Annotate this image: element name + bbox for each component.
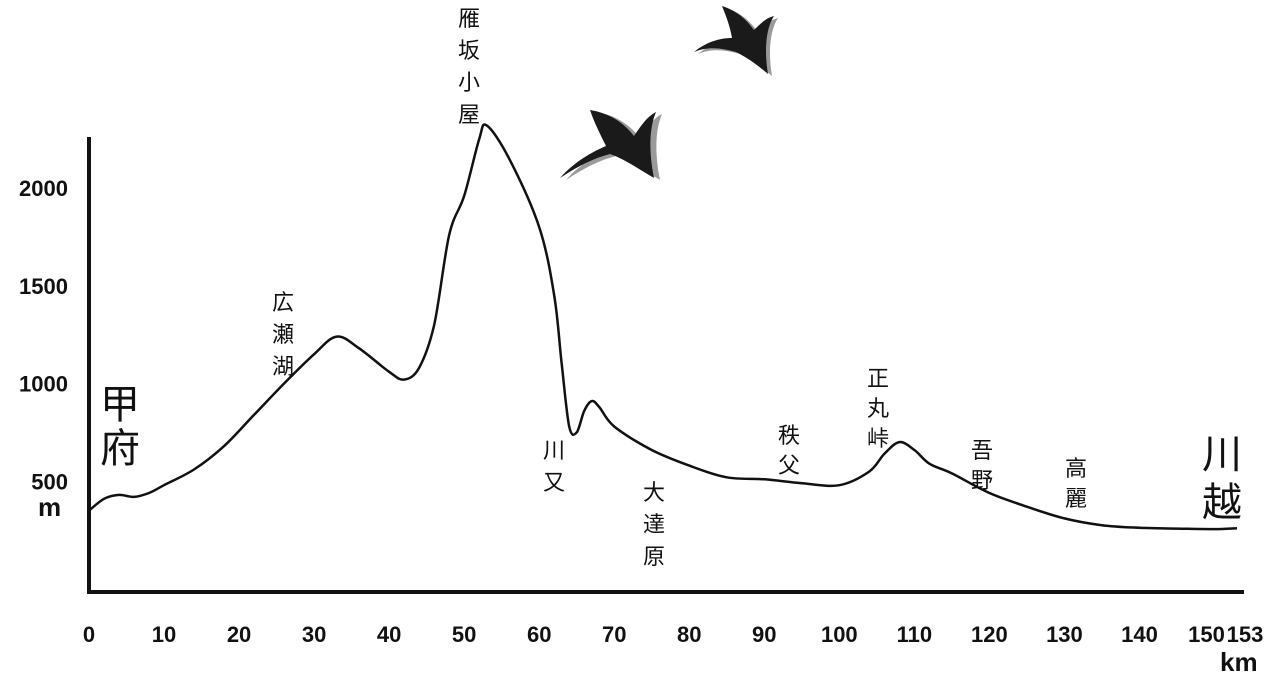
place-label: 大達原: [643, 481, 665, 570]
elevation-line: [88, 123, 1238, 531]
x-tick-label: 50: [452, 622, 476, 647]
place-label: 川又: [543, 439, 565, 496]
y-tick-label: 1500: [19, 274, 68, 299]
x-tick-label: 140: [1121, 622, 1158, 647]
y-tick-label: 500: [31, 469, 68, 494]
place-label: 高麗: [1065, 457, 1087, 512]
bird-icon: [694, 6, 778, 76]
x-tick-label: 120: [971, 622, 1008, 647]
y-axis-unit: m: [38, 492, 61, 522]
x-tick-label: 10: [152, 622, 176, 647]
x-tick-label: 110: [897, 622, 933, 647]
x-tick-label: 40: [377, 622, 401, 647]
x-tick-label: 0: [83, 622, 95, 647]
y-tick-label: 1000: [19, 372, 68, 397]
place-label: 雁坂小屋: [458, 7, 480, 128]
x-tick-label: 60: [527, 622, 551, 647]
x-tick-label: 80: [677, 622, 701, 647]
x-tick-label: 100: [821, 622, 858, 647]
x-tick-label: 70: [602, 622, 626, 647]
place-labels: 甲府 広瀬湖 雁坂小屋川又大達原 秩父 正丸峠吾野 高麗 川越: [100, 7, 1242, 570]
place-label: 広瀬湖: [272, 291, 294, 380]
y-tick-label: 2000: [19, 176, 68, 201]
x-tick-label: 90: [752, 622, 776, 647]
x-axis-unit: km: [1220, 647, 1258, 677]
x-tick-label: 20: [227, 622, 251, 647]
x-tick-label: 30: [302, 622, 326, 647]
place-label: 川越: [1202, 432, 1242, 526]
x-tick-label: 153: [1227, 622, 1264, 647]
bird-icon: [560, 110, 662, 180]
place-label: 甲府: [100, 382, 140, 472]
x-tick-label: 130: [1046, 622, 1083, 647]
place-label: 吾野: [971, 439, 993, 494]
x-tick-labels: 0 10 20 30 40 50 60 70 80 90 100 110 120 130 140 150 153: [83, 622, 1263, 647]
y-tick-labels: 500 1000 1500 2000: [19, 176, 68, 494]
x-tick-label: 150: [1188, 622, 1225, 647]
place-label: 秩父: [778, 424, 800, 479]
place-label: 正丸峠: [867, 367, 889, 452]
